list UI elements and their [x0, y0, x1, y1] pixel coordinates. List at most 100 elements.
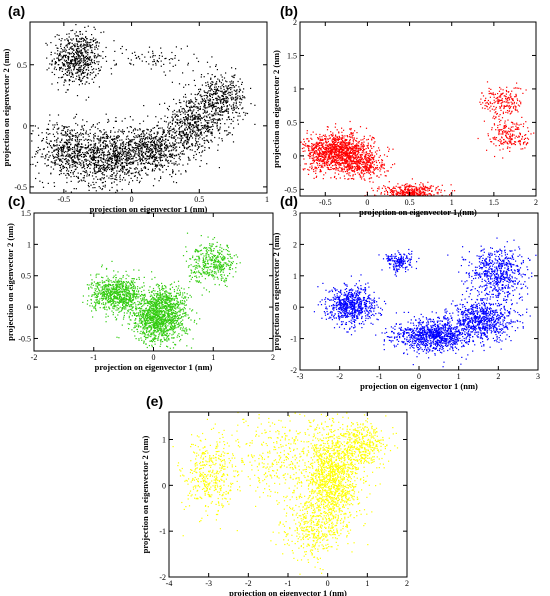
data-point — [213, 103, 215, 105]
data-point — [110, 158, 112, 160]
data-point — [349, 151, 351, 153]
data-point — [212, 108, 214, 110]
data-point — [80, 46, 82, 48]
data-point — [71, 156, 73, 158]
data-point — [155, 145, 157, 147]
data-point — [81, 71, 83, 73]
data-point — [94, 187, 96, 189]
data-point — [109, 137, 111, 139]
data-point — [68, 160, 70, 162]
data-point — [131, 163, 134, 165]
data-point — [68, 66, 70, 68]
data-point — [230, 97, 232, 99]
data-point — [308, 169, 310, 171]
data-point — [113, 154, 115, 156]
data-point — [131, 146, 133, 148]
data-point — [357, 165, 359, 167]
data-point — [225, 101, 227, 103]
data-point — [62, 68, 64, 70]
data-point — [78, 133, 80, 135]
data-point — [104, 132, 106, 134]
data-point — [357, 160, 359, 162]
data-point — [343, 163, 345, 165]
data-point — [355, 140, 357, 142]
data-point — [194, 117, 196, 119]
data-point — [122, 165, 124, 167]
data-point — [343, 152, 345, 155]
data-point — [88, 150, 90, 152]
data-point — [32, 130, 34, 132]
data-point — [179, 122, 182, 124]
data-point — [341, 127, 343, 129]
data-point — [55, 159, 57, 161]
data-point — [346, 142, 348, 144]
data-point — [197, 110, 199, 112]
data-point — [388, 150, 390, 152]
data-point — [108, 159, 110, 161]
data-point — [135, 144, 137, 146]
data-point — [189, 132, 191, 134]
data-point — [311, 157, 313, 159]
data-point — [186, 148, 188, 150]
data-point — [225, 102, 227, 104]
data-point — [84, 46, 86, 48]
data-point — [70, 75, 72, 78]
data-point — [142, 137, 145, 139]
data-point — [149, 137, 151, 140]
data-point — [333, 176, 336, 178]
data-point — [353, 160, 355, 162]
data-point — [322, 139, 324, 141]
data-point — [41, 181, 44, 184]
data-point — [164, 154, 166, 156]
data-point — [79, 31, 81, 33]
data-point — [146, 147, 148, 149]
data-point — [204, 106, 206, 108]
data-point — [322, 156, 324, 158]
data-point — [97, 55, 99, 57]
data-point — [181, 108, 183, 110]
data-point — [98, 168, 100, 170]
data-point — [347, 172, 349, 174]
data-point — [184, 111, 186, 113]
data-point — [161, 145, 163, 147]
data-point — [68, 153, 70, 155]
data-point — [354, 144, 357, 146]
data-point — [112, 139, 114, 141]
data-point — [224, 99, 226, 101]
data-point — [69, 47, 71, 49]
data-point — [60, 47, 62, 50]
data-point — [339, 145, 341, 147]
data-point — [128, 158, 130, 160]
data-point — [362, 139, 364, 141]
data-point — [322, 159, 324, 161]
data-point — [303, 144, 305, 146]
data-point — [286, 150, 287, 151]
data-point — [323, 154, 325, 156]
data-point — [350, 157, 352, 159]
data-point — [95, 68, 97, 70]
data-point — [215, 110, 217, 112]
data-point — [92, 181, 94, 183]
data-point — [323, 161, 326, 163]
data-point — [186, 135, 188, 137]
data-point — [83, 164, 85, 166]
data-point — [204, 149, 206, 151]
data-point — [85, 155, 87, 157]
data-point — [114, 120, 116, 122]
data-point — [83, 45, 85, 47]
data-point — [51, 71, 53, 73]
data-point — [173, 154, 175, 157]
data-point — [221, 118, 223, 120]
data-point — [240, 102, 242, 104]
data-point — [78, 144, 80, 146]
data-point — [67, 68, 69, 70]
data-point — [60, 59, 62, 61]
data-point — [189, 108, 191, 110]
data-point — [43, 148, 45, 150]
data-point — [107, 145, 109, 147]
data-point — [80, 38, 82, 40]
data-point — [201, 99, 204, 101]
data-point — [169, 130, 171, 132]
data-point — [60, 165, 62, 167]
data-point — [205, 124, 207, 126]
